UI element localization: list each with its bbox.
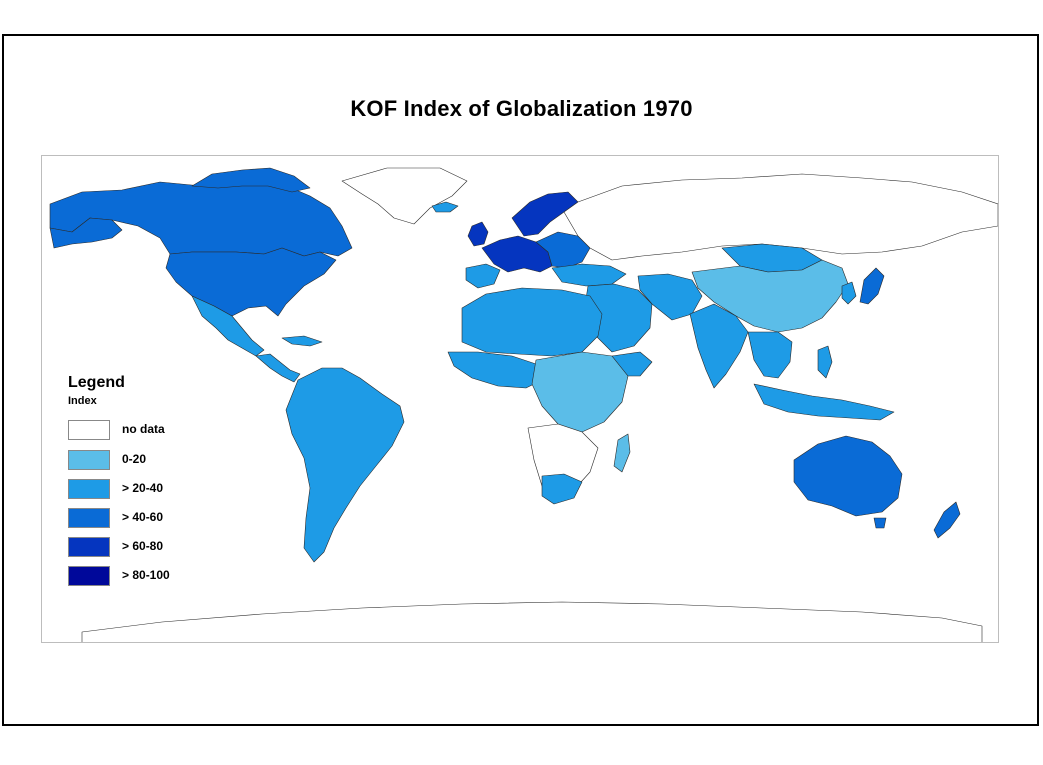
legend-title: Legend xyxy=(68,374,125,391)
region-north-africa xyxy=(461,287,603,357)
legend-label: no data xyxy=(122,422,165,436)
region-eastern-europe xyxy=(535,231,591,269)
legend-label: 0-20 xyxy=(122,452,147,466)
legend-label: > 80-100 xyxy=(122,568,170,582)
region-philippines xyxy=(817,345,833,379)
region-madagascar xyxy=(613,433,631,473)
legend-item-40-60: > 40-60 xyxy=(68,508,228,528)
region-indonesia xyxy=(753,383,895,421)
legend-subtitle: Index xyxy=(68,395,97,407)
region-japan xyxy=(859,267,885,305)
region-turkey xyxy=(551,263,627,287)
region-iberia xyxy=(465,263,501,289)
region-southeast-asia xyxy=(747,331,793,379)
legend-item-60-80: > 60-80 xyxy=(68,537,228,557)
region-mexico xyxy=(191,295,265,357)
legend-swatch xyxy=(68,420,110,440)
legend-item-0-20: 0-20 xyxy=(68,450,228,470)
legend-swatch xyxy=(68,479,110,499)
region-new-zealand xyxy=(933,501,961,539)
region-south-africa xyxy=(541,473,583,505)
region-horn-africa xyxy=(611,351,653,377)
region-tasmania xyxy=(873,517,887,529)
region-australia xyxy=(793,435,903,517)
region-iceland xyxy=(431,201,459,213)
region-caribbean xyxy=(281,335,323,347)
legend-item-20-40: > 20-40 xyxy=(68,479,228,499)
region-uk xyxy=(467,221,489,247)
region-korea xyxy=(841,281,857,305)
region-central-america xyxy=(255,353,301,383)
legend-label: > 20-40 xyxy=(122,481,164,495)
legend-item-no-data: no data xyxy=(68,420,228,440)
region-ussr xyxy=(563,173,998,261)
legend-item-80-100: > 80-100 xyxy=(68,566,228,586)
region-central-africa xyxy=(531,351,629,433)
legend-swatch xyxy=(68,508,110,528)
legend-label: > 40-60 xyxy=(122,510,164,524)
legend-label: > 60-80 xyxy=(122,539,164,553)
legend-swatch xyxy=(68,537,110,557)
map-title: KOF Index of Globalization 1970 xyxy=(350,96,693,121)
world-map-svg xyxy=(49,167,998,642)
region-china xyxy=(691,259,849,333)
region-canada xyxy=(49,177,353,257)
region-greenland xyxy=(341,167,468,225)
legend-swatch xyxy=(68,450,110,470)
region-south-america xyxy=(285,367,405,563)
region-usa xyxy=(165,247,337,317)
legend-swatch xyxy=(68,566,110,586)
region-west-africa xyxy=(447,351,543,389)
world-map xyxy=(41,155,999,643)
region-antarctica xyxy=(81,601,983,642)
region-alaska xyxy=(49,217,123,249)
legend: Legend Index no data 0-20 > 20-40 > 40-6… xyxy=(68,374,218,586)
region-arctic-islands xyxy=(191,167,311,193)
region-india xyxy=(689,303,749,389)
